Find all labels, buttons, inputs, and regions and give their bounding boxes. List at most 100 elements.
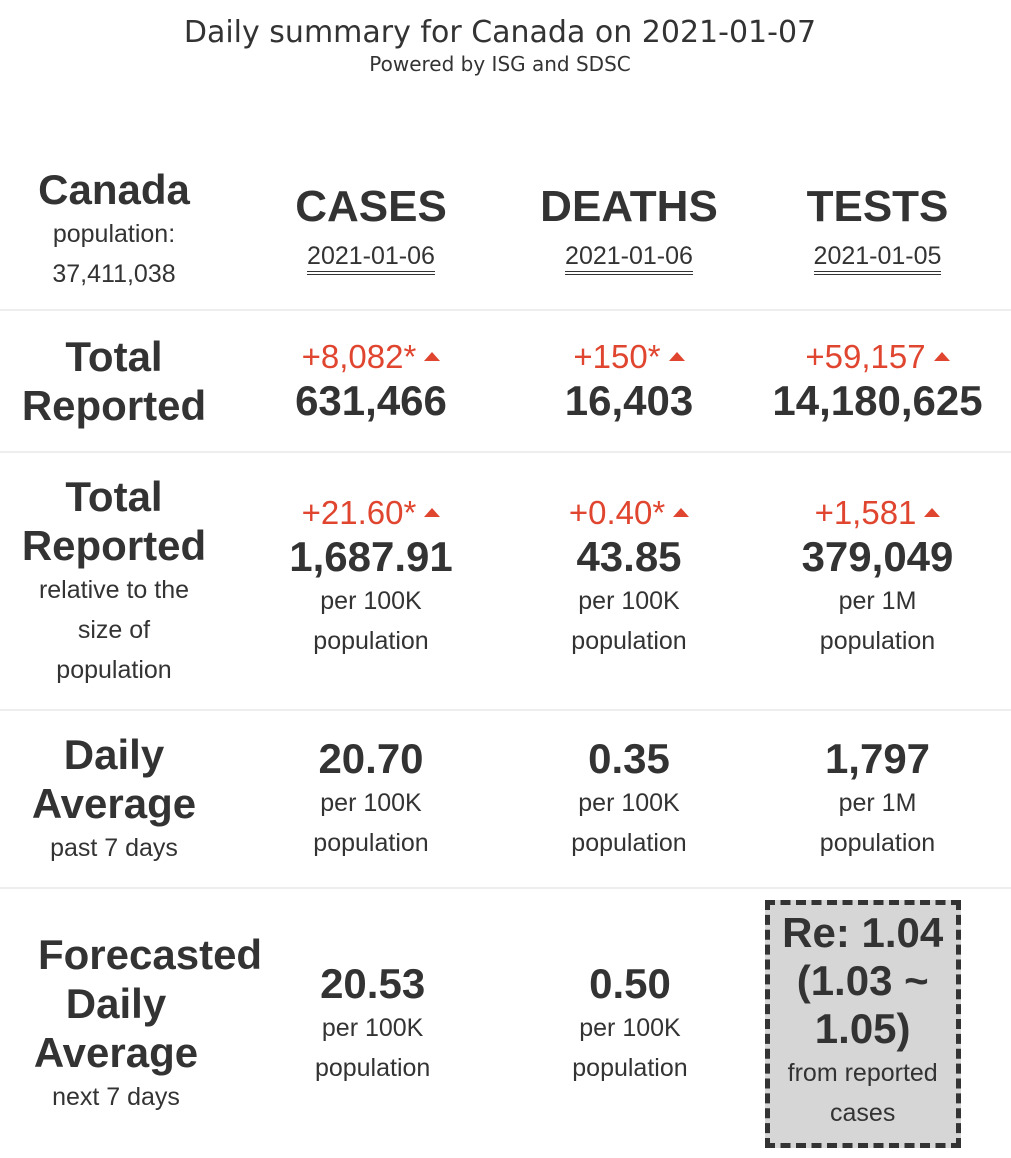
total-cases-delta: +8,082* [228, 337, 514, 377]
relative-cases-delta: +21.60* [228, 493, 514, 533]
triangle-up-icon [668, 351, 685, 361]
unit-line: per 100K [578, 587, 680, 615]
unit-line: per 100K [320, 789, 422, 817]
daily-cases-value: 20.70 [318, 735, 424, 782]
column-header-row: Canada population: 37,411,038 CASES 2021… [0, 150, 1011, 308]
population-label: population: [52, 219, 176, 248]
row-sublabel-line: past 7 days [50, 834, 178, 862]
unit-line: per 1M [838, 789, 917, 817]
relative-deaths-cell: +0.40* 43.85 per 100K population [514, 493, 744, 661]
re-estimate-box: Re: 1.04 (1.03 ~ 1.05) from reported cas… [764, 899, 961, 1148]
relative-tests-delta: +1,581 [744, 493, 1011, 533]
delta-text: +0.40* [568, 494, 666, 531]
triangle-up-icon [424, 351, 441, 361]
unit-line: per 1M [838, 587, 917, 615]
delta-text: +150* [573, 338, 661, 375]
row-label-line: Daily [65, 980, 167, 1027]
column-header-cases: CASES 2021-01-06 [228, 183, 514, 275]
daily-deaths-value: 0.35 [588, 735, 670, 782]
total-tests-value: 14,180,625 [772, 377, 983, 424]
unit-line: population [313, 627, 429, 655]
relative-tests-value: 379,049 [801, 533, 954, 580]
row-label-relative: Total Reported relative to the size of p… [0, 472, 228, 690]
re-line: Re: 1.04 [782, 908, 944, 956]
re-line: (1.03 ~ [796, 956, 929, 1004]
region-info: Canada population: 37,411,038 [0, 165, 228, 294]
unit-line: population [572, 1053, 688, 1082]
column-date-tests: 2021-01-05 [813, 241, 942, 275]
total-cases-cell: +8,082* 631,466 [228, 337, 514, 425]
row-label-line: Reported [21, 382, 207, 429]
row-sublabel-line: next 7 days [52, 1083, 180, 1111]
column-header-tests: TESTS 2021-01-05 [744, 183, 1011, 275]
delta-text: +8,082* [301, 338, 417, 375]
column-date-cases: 2021-01-06 [307, 241, 435, 275]
row-sublabel-line: population [56, 656, 172, 684]
unit-line: per 100K [578, 789, 680, 817]
relative-tests-cell: +1,581 379,049 per 1M population [744, 493, 1011, 661]
re-line: 1.05) [814, 1004, 911, 1052]
relative-row: Total Reported relative to the size of p… [0, 451, 1011, 709]
daily-tests-cell: 1,797 per 1M population [744, 735, 1011, 863]
re-subline: cases [830, 1098, 896, 1127]
unit-line: per 100K [320, 587, 422, 615]
daily-tests-value: 1,797 [824, 735, 931, 782]
row-label-total-reported: Total Reported [0, 332, 228, 430]
page-subtitle: Powered by ISG and SDSC [369, 52, 631, 76]
region-name: Canada [38, 165, 190, 213]
total-cases-value: 631,466 [295, 377, 447, 424]
delta-text: +1,581 [814, 494, 917, 531]
total-tests-delta: +59,157 [744, 337, 1011, 377]
triangle-up-icon [924, 507, 941, 517]
unit-line: population [819, 627, 936, 655]
delta-text: +21.60* [301, 494, 417, 531]
forecast-deaths-value: 0.50 [589, 959, 671, 1007]
population-value: 37,411,038 [52, 259, 176, 288]
re-cell: Re: 1.04 (1.03 ~ 1.05) from reported cas… [745, 899, 1011, 1148]
total-deaths-value: 16,403 [564, 377, 694, 424]
page-header: Daily summary for Canada on 2021-01-07 P… [0, 14, 1000, 76]
row-label-line: Total [65, 473, 163, 520]
column-title-cases: CASES [295, 182, 447, 231]
relative-deaths-value: 43.85 [576, 533, 682, 580]
relative-cases-value: 1,687.91 [289, 533, 453, 580]
column-title-deaths: DEATHS [540, 182, 718, 231]
unit-line: population [313, 829, 429, 857]
daily-cases-cell: 20.70 per 100K population [228, 735, 514, 863]
total-deaths-delta: +150* [514, 337, 744, 377]
row-label-line: Average [31, 780, 197, 827]
row-label-line: Average [33, 1029, 199, 1076]
forecast-cases-value: 20.53 [320, 959, 426, 1007]
unit-line: population [571, 829, 687, 857]
row-label-line: Forecasted [38, 931, 263, 978]
row-label-line: Daily [63, 731, 165, 778]
row-label-line: Reported [21, 522, 207, 569]
unit-line: population [571, 627, 687, 655]
row-sublabel-line: relative to the [38, 576, 190, 604]
column-header-deaths: DEATHS 2021-01-06 [514, 183, 744, 275]
total-deaths-cell: +150* 16,403 [514, 337, 744, 425]
column-title-tests: TESTS [806, 182, 949, 231]
row-sublabel-line: size of [77, 616, 151, 644]
row-label-daily-average: Daily Average past 7 days [0, 730, 228, 868]
column-date-deaths: 2021-01-06 [565, 241, 693, 275]
daily-average-row: Daily Average past 7 days 20.70 per 100K… [0, 709, 1011, 887]
forecast-row: Forecasted Daily Average next 7 days 20.… [0, 887, 1011, 1158]
triangle-up-icon [673, 507, 690, 517]
triangle-up-icon [933, 351, 950, 361]
unit-line: per 100K [321, 1013, 424, 1042]
row-label-forecast: Forecasted Daily Average next 7 days [2, 930, 262, 1117]
delta-text: +59,157 [805, 338, 926, 375]
forecast-deaths-cell: 0.50 per 100K population [515, 960, 744, 1088]
relative-cases-cell: +21.60* 1,687.91 per 100K population [228, 493, 514, 661]
unit-line: per 100K [579, 1013, 681, 1042]
triangle-up-icon [424, 507, 441, 517]
daily-deaths-cell: 0.35 per 100K population [514, 735, 744, 863]
row-label-line: Total [65, 333, 163, 380]
re-subline: from reported [787, 1058, 938, 1087]
unit-line: population [819, 829, 936, 857]
total-reported-row: Total Reported +8,082* 631,466 +150* 16,… [0, 309, 1011, 451]
unit-line: population [314, 1053, 431, 1082]
total-tests-cell: +59,157 14,180,625 [744, 337, 1011, 425]
relative-deaths-delta: +0.40* [514, 493, 744, 533]
